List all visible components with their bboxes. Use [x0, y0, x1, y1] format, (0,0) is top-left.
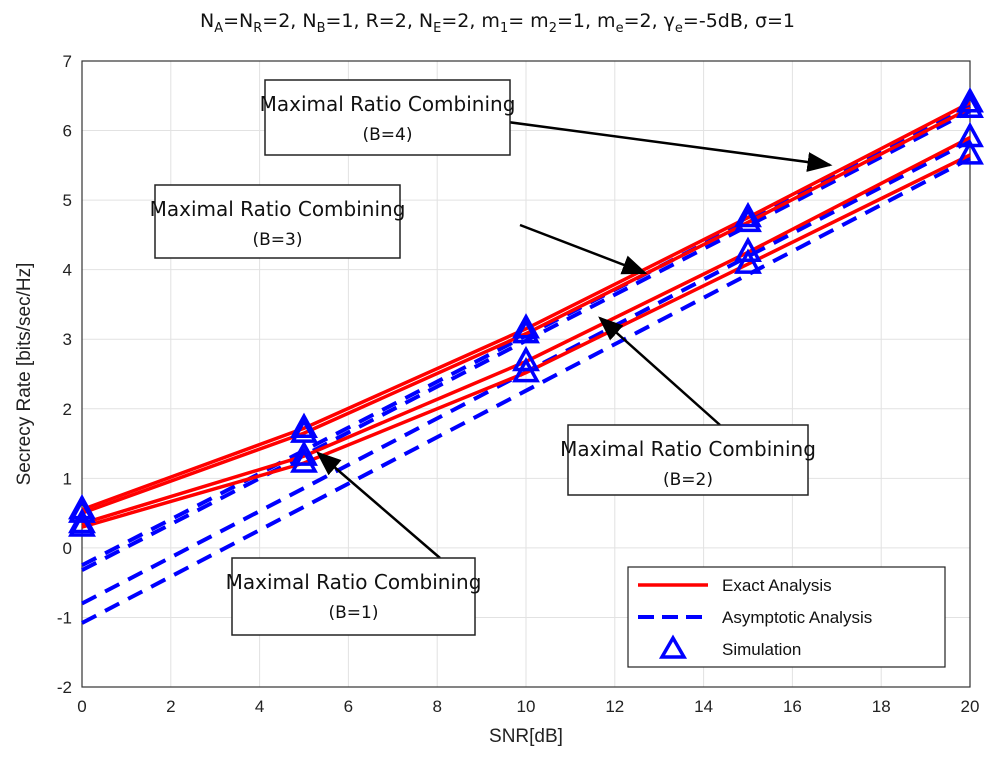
exact-line-B=4 — [81, 101, 971, 512]
title-part: A — [214, 20, 224, 36]
annotation-arrow — [469, 115, 833, 172]
y-tick-label: 5 — [63, 191, 72, 210]
simulation-marker-B=2 — [512, 345, 540, 372]
annotation-box — [154, 184, 401, 259]
simulation-marker-B=1 — [68, 511, 96, 537]
x-tick-label: 2 — [166, 697, 175, 716]
annotation-box — [567, 424, 809, 496]
simulation-marker-B=4 — [290, 412, 318, 439]
annotation-arrow — [598, 316, 721, 426]
annotation-subtitle: (B=4) — [363, 125, 413, 145]
simulation-marker-B=3 — [512, 318, 540, 344]
y-tick-label: 4 — [63, 261, 72, 280]
x-tick-label: 18 — [872, 697, 891, 716]
x-axis-label: SNR[dB] — [489, 726, 563, 747]
title-part: N — [199, 10, 215, 32]
simulation-marker-B=3 — [734, 206, 762, 233]
simulation-marker-B=4 — [956, 87, 984, 113]
title-part: =-5dB, σ=1 — [682, 10, 796, 32]
title-part: =2, m — [441, 10, 500, 32]
y-tick-label: -2 — [57, 678, 72, 697]
chart-title: NA=NR=2, NB=1, R=2, NE=2, m1= m2=1, me=2… — [0, 10, 995, 36]
exact-line-B=3 — [81, 106, 971, 515]
x-tick-label: 6 — [344, 697, 353, 716]
simulation-marker-B=4 — [734, 201, 762, 228]
x-tick-label: 12 — [605, 697, 624, 716]
y-tick-label: 0 — [63, 539, 72, 558]
x-tick-label: 8 — [432, 697, 441, 716]
title-part: =1, R=2, N — [325, 10, 434, 32]
simulation-marker-B=1 — [512, 356, 540, 383]
simulation-marker-B=1 — [290, 447, 318, 473]
annotation-title: Maximal Ratio Combining — [260, 92, 516, 116]
asymptotic-line-B=1 — [81, 156, 971, 625]
title-part: e — [674, 20, 683, 36]
x-tick-label: 4 — [255, 697, 264, 716]
simulation-marker-B=1 — [956, 139, 984, 165]
title-part: 2 — [548, 20, 557, 36]
x-tick-label: 20 — [961, 697, 980, 716]
y-tick-label: 1 — [63, 469, 72, 488]
annotation-arrow — [519, 223, 648, 275]
y-tick-label: -1 — [57, 608, 72, 627]
annotation-title: Maximal Ratio Combining — [560, 437, 816, 461]
annotation-subtitle: (B=2) — [663, 470, 713, 490]
x-tick-label: 10 — [517, 697, 536, 716]
exact-line-B=1 — [81, 153, 971, 529]
title-part: e — [615, 20, 624, 36]
y-tick-label: 7 — [63, 52, 72, 71]
y-tick-label: 2 — [63, 400, 72, 419]
simulation-marker-B=2 — [290, 440, 318, 466]
annotation-box — [231, 557, 476, 636]
annotation-box — [264, 79, 511, 156]
simulation-marker-B=1 — [734, 248, 762, 274]
title-part: =2, N — [262, 10, 317, 32]
annotation-subtitle: (B=1) — [329, 603, 379, 623]
title-part: = m — [508, 10, 549, 32]
y-tick-label: 6 — [63, 122, 72, 141]
title-part: B — [316, 20, 326, 36]
simulation-marker-B=3 — [68, 497, 96, 523]
legend-label: Simulation — [722, 640, 801, 659]
title-part: =2, γ — [623, 10, 675, 32]
annotation-arrow — [316, 451, 441, 559]
legend-label: Exact Analysis — [722, 576, 832, 595]
annotation-title: Maximal Ratio Combining — [150, 197, 406, 221]
title-part: E — [433, 20, 442, 36]
x-tick-label: 0 — [77, 697, 86, 716]
x-tick-label: 14 — [694, 697, 713, 716]
y-tick-label: 3 — [63, 330, 72, 349]
legend-label: Asymptotic Analysis — [722, 608, 872, 627]
simulation-marker-B=4 — [512, 313, 540, 339]
annotation-title: Maximal Ratio Combining — [226, 570, 482, 594]
title-part: =N — [223, 10, 254, 32]
legend-swatch-simulation — [658, 634, 688, 659]
title-part: R — [253, 20, 263, 36]
simulation-marker-B=2 — [734, 236, 762, 263]
axes-box — [81, 60, 971, 688]
simulation-marker-B=3 — [956, 92, 984, 119]
title-part: 1 — [499, 20, 509, 36]
y-axis-label: Secrecy Rate [bits/sec/Hz] — [14, 263, 35, 486]
title-part: =1, m — [556, 10, 616, 32]
x-tick-label: 16 — [783, 697, 802, 716]
annotation-subtitle: (B=3) — [253, 230, 303, 250]
